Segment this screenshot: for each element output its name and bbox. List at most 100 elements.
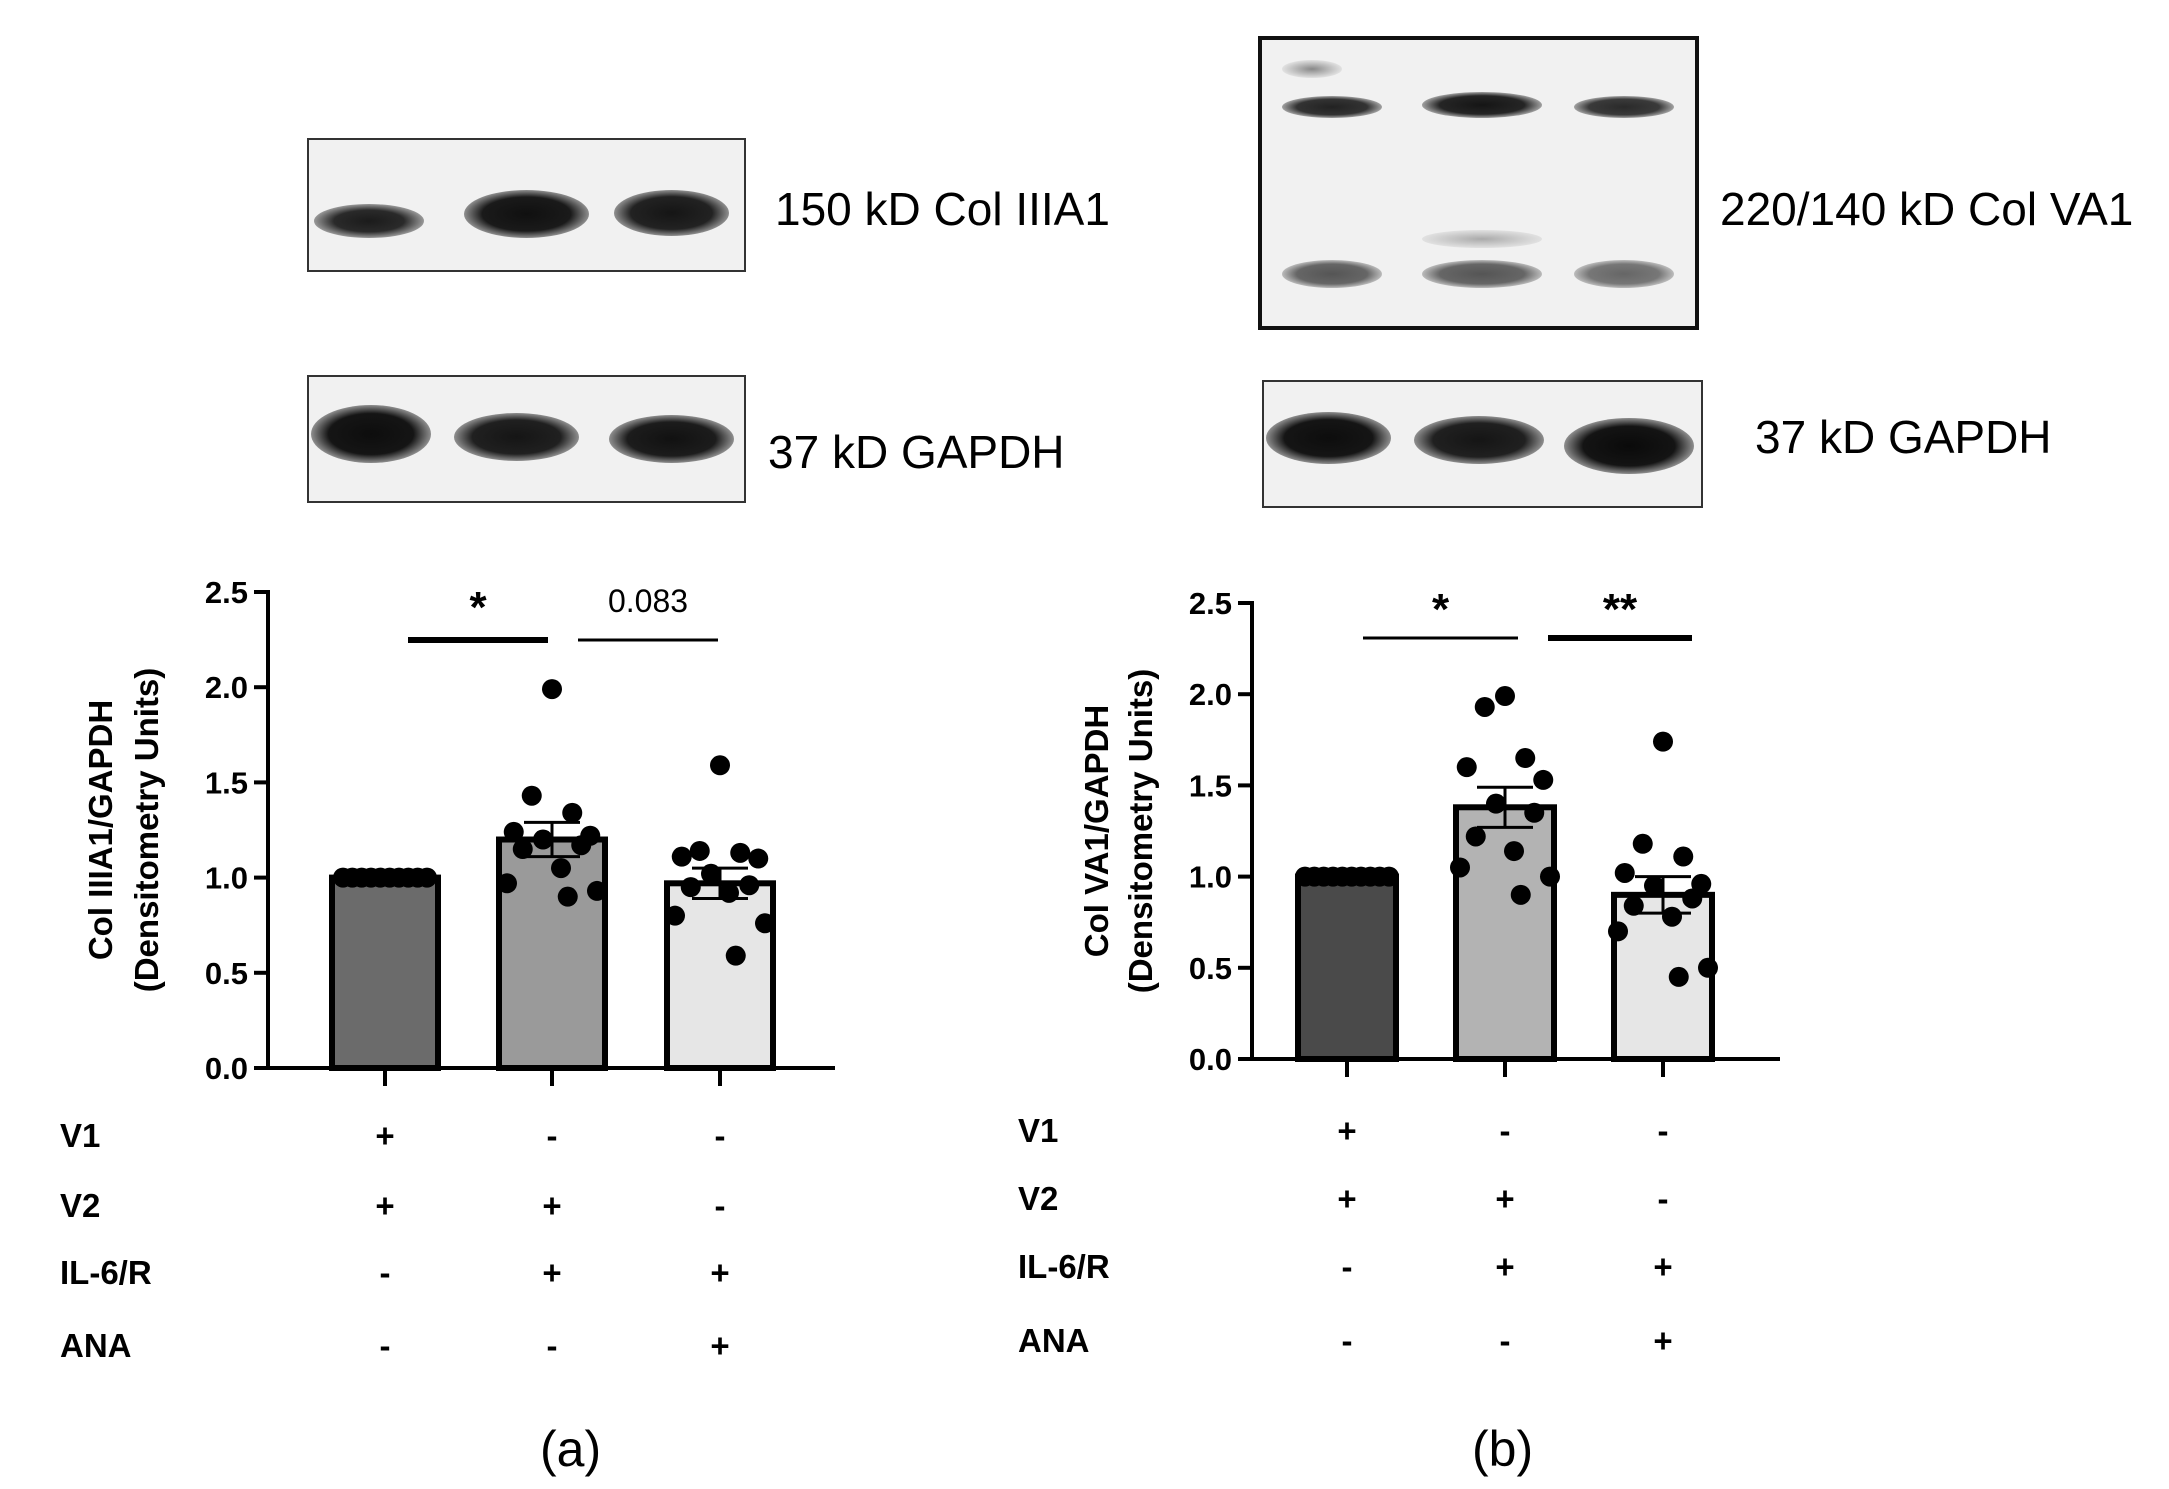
data-point [1533, 769, 1554, 790]
treatment-sign: + [1495, 1248, 1514, 1285]
data-point [755, 913, 775, 934]
data-point [719, 882, 739, 903]
treatment-sign: - [715, 1187, 726, 1224]
y-tick-label: 2.0 [1189, 677, 1232, 712]
treatment-sign: - [1500, 1322, 1511, 1359]
gapdh-blot-a [307, 375, 746, 503]
bar [1295, 873, 1399, 1062]
treatment-sign: - [1658, 1112, 1669, 1149]
y-tick-label: 1.0 [205, 861, 248, 896]
bar [496, 836, 608, 1072]
data-point [1450, 857, 1470, 878]
chart-b: 0.0 0.5 1.0 1.5 2.0 2.5 Col VA1/GAPDH (Densitom… [1018, 585, 1780, 1359]
data-point [1644, 875, 1664, 896]
data-point [1632, 833, 1653, 854]
treatment-sign: + [542, 1187, 561, 1224]
data-point [680, 877, 701, 898]
treatment-sign: - [1342, 1248, 1353, 1285]
data-point [1668, 966, 1689, 987]
treatment-sign: - [547, 1327, 558, 1364]
treatment-sign: + [1653, 1322, 1672, 1359]
data-point [587, 880, 607, 901]
data-point [1653, 731, 1673, 752]
data-point [417, 867, 437, 888]
y-tick-label: 1.0 [1189, 860, 1232, 895]
treatment-row-label: ANA [60, 1327, 132, 1364]
y-tick-label: 0.5 [205, 956, 248, 991]
y-tick-label: 2.5 [1189, 586, 1232, 621]
data-point [1456, 757, 1477, 778]
treatment-sign: + [542, 1254, 561, 1291]
data-point [1504, 841, 1524, 862]
data-point [1673, 846, 1694, 867]
treatment-sign: + [710, 1327, 729, 1364]
treatment-sign: - [1500, 1112, 1511, 1149]
treatment-row-label: IL-6/R [1018, 1248, 1110, 1285]
data-point [1623, 895, 1644, 916]
y-axis-label: Col IIIA1/GAPDH [82, 700, 119, 960]
treatment-row-label: V2 [1018, 1180, 1058, 1217]
col3a1-blot-label: 150 kD Col IIIA1 [775, 183, 1110, 235]
y-tick-label: 2.0 [205, 670, 248, 705]
y-tick-label: 1.5 [1189, 768, 1232, 803]
data-point [571, 835, 592, 856]
data-point [1515, 748, 1536, 769]
data-point [1510, 884, 1531, 905]
data-point [533, 829, 553, 850]
data-point [1698, 957, 1718, 978]
gapdh-blot-a-label: 37 kD GAPDH [768, 426, 1065, 478]
data-point [521, 785, 542, 806]
data-point [542, 679, 562, 700]
data-point [1486, 793, 1506, 814]
data-point [739, 875, 760, 896]
data-point [665, 905, 685, 926]
data-point [748, 848, 769, 869]
y-tick-label: 1.5 [205, 765, 248, 800]
data-point [710, 755, 730, 776]
treatment-row-label: V2 [60, 1187, 100, 1224]
significance-label: * [1432, 585, 1450, 634]
col5a1-blot-label: 220/140 kD Col VA1 [1720, 183, 2134, 235]
data-point [557, 886, 578, 907]
treatment-sign: + [375, 1187, 394, 1224]
treatment-sign: + [375, 1117, 394, 1154]
data-point [1474, 696, 1495, 717]
y-tick-label: 2.5 [205, 575, 248, 610]
treatment-sign: + [710, 1254, 729, 1291]
gapdh-blot-b-label: 37 kD GAPDH [1755, 411, 2052, 463]
y-tick-label: 0.5 [1189, 951, 1232, 986]
panel-a-caption: (a) [540, 1421, 602, 1477]
data-point [1608, 921, 1628, 942]
data-point [1691, 873, 1712, 894]
data-point [1495, 686, 1515, 707]
treatment-row-label: V1 [60, 1117, 100, 1154]
data-point [1682, 888, 1703, 909]
treatment-row-label: IL-6/R [60, 1254, 152, 1291]
data-point [730, 842, 751, 863]
data-point [503, 821, 524, 842]
y-axis-label-units: (Densitometry Units) [128, 668, 165, 993]
treatment-sign: + [1653, 1248, 1672, 1285]
treatment-sign: - [547, 1117, 558, 1154]
treatment-sign: - [1342, 1322, 1353, 1359]
treatment-sign: - [715, 1117, 726, 1154]
y-axis-label-units: (Densitometry Units) [1122, 669, 1159, 994]
significance-label: ** [1603, 585, 1638, 634]
chart-a: 0.0 0.5 1.0 1.5 2.0 2.5 Col IIIA1/GAPDH (Densit… [60, 575, 835, 1364]
data-point [497, 873, 517, 894]
y-tick-label: 0.0 [1189, 1042, 1232, 1077]
data-point [1379, 866, 1399, 887]
treatment-sign: - [1658, 1180, 1669, 1217]
data-point [1662, 906, 1682, 927]
data-point [1524, 802, 1545, 823]
data-point [671, 846, 692, 867]
treatment-row-label: ANA [1018, 1322, 1090, 1359]
treatment-sign: + [1337, 1180, 1356, 1217]
bar [1611, 891, 1715, 1063]
data-point [562, 802, 583, 823]
data-point [689, 840, 710, 861]
panel-b-caption: (b) [1472, 1421, 1534, 1477]
treatment-sign: + [1495, 1180, 1514, 1217]
significance-label: 0.083 [608, 583, 688, 619]
